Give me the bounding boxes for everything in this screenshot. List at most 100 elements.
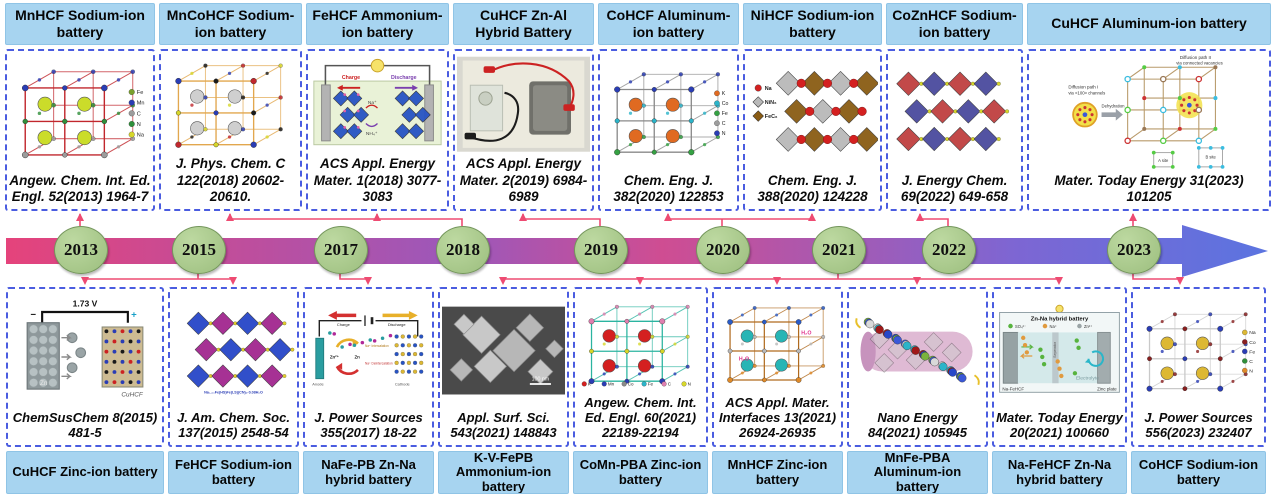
svg-text:Zn-Na hybrid battery: Zn-Na hybrid battery <box>1031 317 1089 323</box>
publication-panel: Charge Discharge Na⁺ NH₄⁺ ACS Appl. Energ… <box>306 49 449 211</box>
battery-type-label: FeHCF Ammonium-ion battery <box>306 3 449 45</box>
svg-text:Na₁.₆₃Fe(HS)Fe(LS)(CN)₆·0.08H₂: Na₁.₆₃Fe(HS)Fe(LS)(CN)₆·0.08H₂O <box>204 391 263 395</box>
svg-text:Seperator: Seperator <box>1053 341 1057 358</box>
svg-text:B site: B site <box>1206 155 1217 160</box>
svg-text:Na⁺: Na⁺ <box>1050 324 1057 329</box>
year-marker: 2015 <box>172 226 226 274</box>
year-marker: 2017 <box>314 226 368 274</box>
publication-column: 1.73 V − + Zn CuHCF ChemSusChem 8(2015) 4… <box>6 287 164 494</box>
svg-text:Co: Co <box>1249 340 1256 346</box>
zncell-art: 1.73 V − + Zn CuHCF <box>26 299 144 399</box>
structure-image: K Mn Co Fe C N <box>577 291 704 395</box>
citation-label: J. Phys. Chem. C 122(2018) 20602-20610. <box>175 156 286 204</box>
publication-panel: Na NiN₆ FeC₆ Chem. Eng. J. 388(2020) 124228 <box>743 49 882 211</box>
year-marker: 2018 <box>436 226 490 274</box>
publication-panel: Zn-Na hybrid battery SO₄²⁻ Na⁺ Zn²⁺ Sepe… <box>992 287 1127 447</box>
battery-type-label: CoZnHCF Sodium-ion battery <box>886 3 1023 45</box>
svg-text:via connected vacancies: via connected vacancies <box>1176 60 1222 65</box>
timeline-band: 2013 2015 2017 2018 2019 2020 2021 2022 2023 <box>0 211 1272 287</box>
structure-image: Fe Mn C N Na <box>9 53 151 172</box>
svg-text:Fe: Fe <box>648 382 654 387</box>
structure-image: Charge Discharge Anode Zn²⁺ Zn Na⁺ Inter… <box>307 291 430 410</box>
svg-text:Na: Na <box>1249 330 1256 336</box>
svg-text:Anode: Anode <box>312 382 324 387</box>
lattice-art: Na Co Fe CN <box>1146 312 1256 392</box>
svg-text:Co: Co <box>628 382 634 387</box>
octahedra-art: Na₁.₆₃Fe(HS)Fe(LS)(CN)₆·0.08H₂O <box>186 311 295 395</box>
structure-image: Charge Discharge Na⁺ NH₄⁺ <box>310 53 445 155</box>
publication-column: Charge Discharge Anode Zn²⁺ Zn Na⁺ Inter… <box>303 287 434 494</box>
publication-column: FeHCF Ammonium-ion battery Charge Discha… <box>306 3 449 211</box>
citation-label: Nano Energy 84(2021) 105945 <box>867 410 968 441</box>
publication-panel: Fe Mn C N Na Angew. Chem. Int. Ed. Engl. 52(2… <box>5 49 155 211</box>
battery-type-label: K-V-FePB Ammonium-ion battery <box>438 451 569 494</box>
hybridcell-art: Zn-Na hybrid battery SO₄²⁻ Na⁺ Zn²⁺ Sepe… <box>999 304 1120 393</box>
photo-art <box>457 56 590 152</box>
svg-text:Na: Na <box>765 86 773 92</box>
publication-column: 100 nm Appl. Surf. Sci. 543(2021) 148843 K… <box>438 287 569 494</box>
battery-type-label: MnCoHCF Sodium-ion battery <box>159 3 302 45</box>
battery-type-label: MnHCF Sodium-ion battery <box>5 3 155 45</box>
publication-column: Nano Energy 84(2021) 105945 MnFe-PBA Alum… <box>847 287 988 494</box>
svg-text:Dehydration: Dehydration <box>1102 104 1126 109</box>
citation-label: Angew. Chem. Int. Ed. Engl. 60(2021) 221… <box>584 395 697 441</box>
svg-text:Charge: Charge <box>342 75 360 81</box>
cycle-art: Charge Discharge Anode Zn²⁺ Zn Na⁺ Inter… <box>312 311 424 387</box>
publication-panel: 100 nm Appl. Surf. Sci. 543(2021) 148843 <box>438 287 569 447</box>
top-publications-row: MnHCF Sodium-ion battery Fe Mn C N Na Angew. C… <box>5 3 1271 211</box>
octahedra-art <box>896 71 1010 152</box>
year-marker: 2019 <box>574 226 628 274</box>
cell-art: Charge Discharge Na⁺ NH₄⁺ <box>313 58 442 146</box>
svg-text:Mn: Mn <box>137 101 145 107</box>
lattice-art: K Co Fe CN <box>614 72 728 156</box>
svg-text:H₂O: H₂O <box>739 357 749 363</box>
structure-image <box>163 53 298 155</box>
svg-text:Mn: Mn <box>608 382 615 387</box>
svg-text:100 nm: 100 nm <box>532 376 550 382</box>
citation-label: Appl. Surf. Sci. 543(2021) 148843 <box>450 410 557 441</box>
svg-text:NiN₆: NiN₆ <box>765 100 777 106</box>
svg-text:Discharge: Discharge <box>391 75 417 81</box>
battery-type-label: CoHCF Aluminum-ion battery <box>598 3 739 45</box>
svg-text:NH₄⁺: NH₄⁺ <box>366 131 378 137</box>
publication-column: CuHCF Aluminum-ion battery Dehydration D… <box>1027 3 1271 211</box>
svg-text:N: N <box>137 122 141 128</box>
publication-column: MnCoHCF Sodium-ion battery J. Phys. Chem.… <box>159 3 302 211</box>
svg-text:Fe: Fe <box>722 111 728 117</box>
svg-text:Discharge: Discharge <box>388 322 407 327</box>
svg-text:C: C <box>668 382 672 387</box>
svg-text:Diffusion path I: Diffusion path I <box>1068 85 1098 90</box>
battery-type-label: CoMn-PBA Zinc-ion battery <box>573 451 708 494</box>
battery-type-label: CuHCF Zn-Al Hybrid Battery <box>453 3 594 45</box>
cluster-art <box>855 317 980 386</box>
publication-panel: ACS Appl. Energy Mater. 2(2019) 6984-698… <box>453 49 594 211</box>
sem-art: 100 nm <box>442 306 565 395</box>
citation-label: ACS Appl. Energy Mater. 2(2019) 6984-698… <box>459 156 588 204</box>
octahedra-art: Na NiN₆ FeC₆ <box>752 70 878 152</box>
citation-label: ACS Appl. Energy Mater. 1(2018) 3077-308… <box>313 156 442 204</box>
citation-label: ChemSusChem 8(2015) 481-5 <box>12 410 158 441</box>
svg-text:Na: Na <box>137 133 145 139</box>
publication-panel: Charge Discharge Anode Zn²⁺ Zn Na⁺ Inter… <box>303 287 434 447</box>
svg-text:N: N <box>722 131 726 137</box>
svg-text:via <100> channels: via <100> channels <box>1068 91 1105 96</box>
citation-label: Angew. Chem. Int. Ed. Engl. 52(2013) 196… <box>9 172 151 204</box>
year-marker: 2022 <box>922 226 976 274</box>
svg-text:C: C <box>1249 359 1253 365</box>
structure-image: Na₁.₆₃Fe(HS)Fe(LS)(CN)₆·0.08H₂O <box>172 291 295 410</box>
structure-image <box>457 53 590 155</box>
publication-panel: Na₁.₆₃Fe(HS)Fe(LS)(CN)₆·0.08H₂O J. Am. Ch… <box>168 287 299 447</box>
publication-panel: Na Co Fe C N J. Power Sources 556(2023) 23240… <box>1131 287 1266 447</box>
year-marker: 2023 <box>1107 226 1161 274</box>
publication-column: Na Co Fe C N J. Power Sources 556(2023) 23240… <box>1131 287 1266 494</box>
lattice-art: H₂O H₂O <box>727 306 826 383</box>
svg-text:C: C <box>137 111 141 117</box>
citation-label: Chem. Eng. J. 388(2020) 124228 <box>757 172 868 204</box>
structure-image: K Co Fe C N <box>602 53 735 172</box>
svg-text:Cathode: Cathode <box>395 382 411 387</box>
svg-text:−: − <box>30 309 36 320</box>
lattice-art: K Mn Co Fe C N <box>581 304 691 387</box>
structure-image <box>890 53 1019 172</box>
